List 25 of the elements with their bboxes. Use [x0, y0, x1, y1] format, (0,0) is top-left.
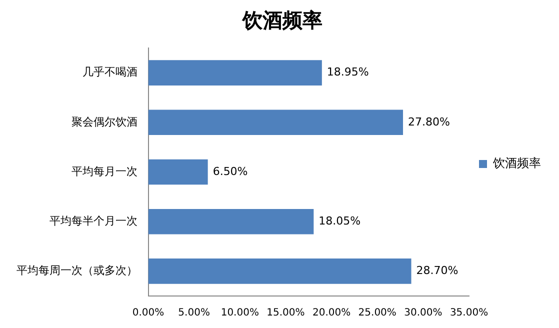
x-tick-label: 30.00% — [404, 308, 442, 319]
data-label: 18.05% — [318, 214, 361, 228]
x-tick-label: 15.00% — [266, 308, 305, 319]
x-tick-label: 25.00% — [358, 308, 396, 319]
y-tick-label: 平均每月一次 — [71, 164, 138, 178]
data-label: 28.70% — [416, 264, 458, 278]
y-tick-label: 平均每半个月一次 — [49, 214, 138, 228]
bar — [148, 60, 322, 86]
bar — [148, 258, 412, 284]
data-label: 18.95% — [326, 66, 369, 79]
x-tick-label: 0.00% — [132, 308, 164, 319]
y-tick-label: 几乎不喝酒 — [82, 66, 138, 79]
y-tick-label: 聚会偶尔饮酒 — [71, 115, 138, 128]
bar — [148, 110, 404, 136]
bar — [148, 159, 208, 185]
x-tick-label: 35.00% — [450, 308, 488, 319]
bar — [148, 208, 314, 234]
x-tick-label: 5.00% — [178, 308, 210, 319]
x-tick-label: 20.00% — [312, 308, 351, 319]
y-tick-label: 平均每周一次（或多次） — [16, 264, 138, 278]
data-label: 6.50% — [212, 164, 248, 178]
chart-title: 饮酒频率 — [242, 8, 322, 32]
x-tick-label: 10.00% — [220, 308, 259, 319]
legend-label: 饮酒频率 — [492, 156, 541, 170]
data-label: 27.80% — [408, 115, 450, 128]
